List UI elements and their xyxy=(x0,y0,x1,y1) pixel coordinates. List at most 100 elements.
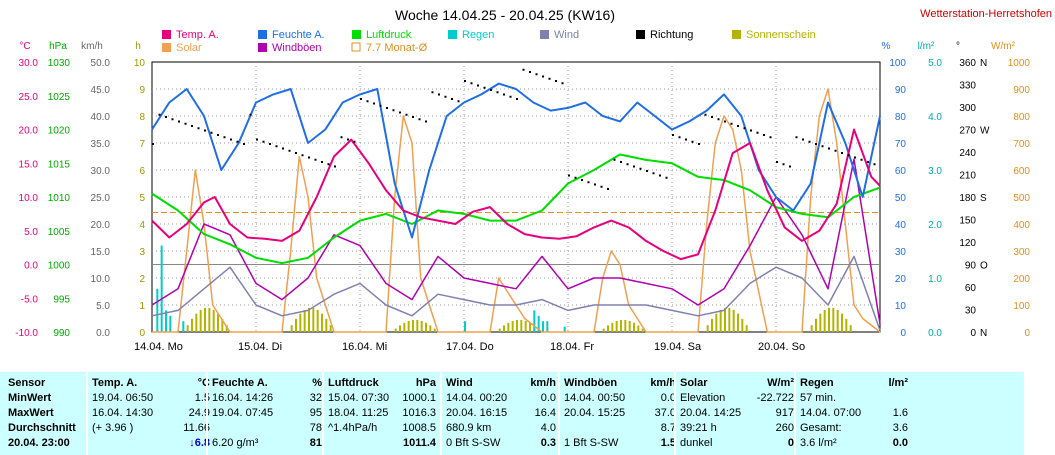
sunshine-bar xyxy=(217,313,219,332)
table-header-unit: hPa xyxy=(415,377,436,389)
statistics-table: Sensor MinWert MaxWert Durchschnitt 20.04. 2… xyxy=(0,372,1024,455)
day-label: 17.04. Do xyxy=(446,341,494,353)
direction-dot xyxy=(620,161,622,163)
axis-tick-label: 210 xyxy=(959,171,976,182)
table-header-unit: km/h xyxy=(530,377,556,389)
table-cell-value: 1008.5 xyxy=(402,422,436,434)
direction-dot xyxy=(327,163,330,166)
legend-label: 7.7 Monat-Ø xyxy=(366,42,428,54)
direction-dot xyxy=(607,188,609,190)
direction-dot xyxy=(535,73,538,76)
sunshine-bar xyxy=(498,328,501,332)
direction-dot xyxy=(334,165,336,168)
axis-tick-label: 990 xyxy=(53,328,70,339)
table-cell-value: 0 xyxy=(787,437,794,449)
table-separator xyxy=(322,372,324,455)
sunshine-bar xyxy=(321,313,323,332)
rain-bar xyxy=(156,288,159,332)
sunshine-bar xyxy=(637,325,640,332)
rain-bar xyxy=(537,315,540,332)
axis-tick-label: 5.0 xyxy=(96,301,110,312)
direction-dot xyxy=(418,118,421,121)
table-cell-label: 14.04. 00:50 xyxy=(564,392,626,404)
direction-dot xyxy=(704,113,707,116)
direction-dot xyxy=(847,154,850,157)
direction-dot xyxy=(873,163,876,166)
table-cell-value: 0.0 xyxy=(892,437,908,449)
table-row-label: 20.04. 23:00 xyxy=(8,437,70,449)
axis-tick-label: 300 xyxy=(959,103,976,114)
table-row: 1011.4 xyxy=(328,436,436,451)
direction-dot xyxy=(782,163,785,166)
direction-dot xyxy=(386,107,388,109)
axis-tick-label: -10.0 xyxy=(15,328,38,339)
table-cell-label: Elevation xyxy=(680,392,726,404)
direction-dot xyxy=(457,100,460,103)
direction-dot xyxy=(828,147,830,150)
legend-item: Temp. A. xyxy=(162,29,219,41)
day-label: 18.04. Fr xyxy=(550,341,594,353)
table-cell-value: 81 xyxy=(309,437,322,449)
sunshine-bar xyxy=(299,313,302,332)
direction-dot xyxy=(678,136,681,139)
table-row: 16.04. 14:26 32 xyxy=(212,391,322,406)
sunshine-bar xyxy=(403,322,406,332)
table-header-label: Wind xyxy=(446,377,473,389)
table-cell-value: ↓6.8 xyxy=(189,437,210,449)
direction-dot xyxy=(470,82,473,85)
sunshine-bar xyxy=(845,318,848,332)
direction-dot xyxy=(392,109,395,112)
axis-tick-label: 700 xyxy=(1013,139,1030,150)
table-cell-value: 917 xyxy=(775,407,794,419)
direction-dot xyxy=(542,75,544,78)
direction-dot xyxy=(360,98,362,100)
direction-dot xyxy=(496,91,499,94)
sunshine-bar xyxy=(815,318,817,332)
axis-press: hPa 1030 1025 1020 1015 1010 1005 1000 995 990 xyxy=(48,41,71,339)
axis-tick-label: 60 xyxy=(895,166,907,177)
rain-bar xyxy=(542,321,544,332)
table-row: 14.04. 00:50 0.0 xyxy=(564,391,676,406)
table-cell-value: 24.9 xyxy=(188,407,210,419)
axis-dir-letter: N xyxy=(980,328,987,339)
direction-dot xyxy=(217,134,219,136)
sunshine-bar xyxy=(620,319,622,332)
axis-tick-label: 40 xyxy=(895,220,907,231)
axis-tick-label: 15.0 xyxy=(19,159,39,170)
legend-label: Feuchte A. xyxy=(272,29,325,41)
sunshine-bar xyxy=(312,307,315,332)
table-column-hum: Feuchte A.% 16.04. 14:26 32 19.04. 07:45 95 7… xyxy=(212,376,322,451)
table-row-label: Durchschnitt xyxy=(8,422,76,434)
sunshine-bar xyxy=(191,318,193,332)
direction-dot xyxy=(548,77,551,80)
legend-swatch xyxy=(258,30,267,39)
axis-dir-letter: N xyxy=(980,58,987,69)
sunshine-bar xyxy=(511,320,514,332)
axis-tick-label: 80 xyxy=(895,112,907,123)
axis-tick-label: 120 xyxy=(959,238,976,249)
sunshine-bar xyxy=(724,307,726,332)
table-cell-label: 39:21 h xyxy=(680,422,717,434)
axis-tick-label: 1000 xyxy=(1008,58,1031,69)
axis-tick-label: 0.0 xyxy=(96,328,110,339)
rain-bar xyxy=(160,245,163,332)
legend-swatch xyxy=(636,30,645,39)
direction-dot xyxy=(815,143,817,145)
axis-tick-label: 270 xyxy=(959,126,976,137)
direction-dot xyxy=(672,134,674,136)
direction-dot xyxy=(626,163,629,166)
sunshine-bar xyxy=(303,309,306,332)
axis-tick-label: 60 xyxy=(965,283,977,294)
table-row: Gesamt: 3.6 xyxy=(800,421,908,436)
axis-tick-label: 500 xyxy=(1013,193,1030,204)
table-header: Temp. A. °C xyxy=(92,376,210,391)
table-row: (+ 3.96 ) 11.66 xyxy=(92,421,210,436)
axis-tick-label: 1030 xyxy=(48,58,71,69)
table-column-press: Luftdruck hPa 15.04. 07:30 1000.1 18.04. 11:… xyxy=(328,376,436,451)
direction-dot xyxy=(275,145,278,148)
legend-swatch xyxy=(162,30,171,39)
direction-dot xyxy=(821,145,824,148)
direction-dot xyxy=(860,158,863,161)
direction-dot xyxy=(210,131,213,134)
